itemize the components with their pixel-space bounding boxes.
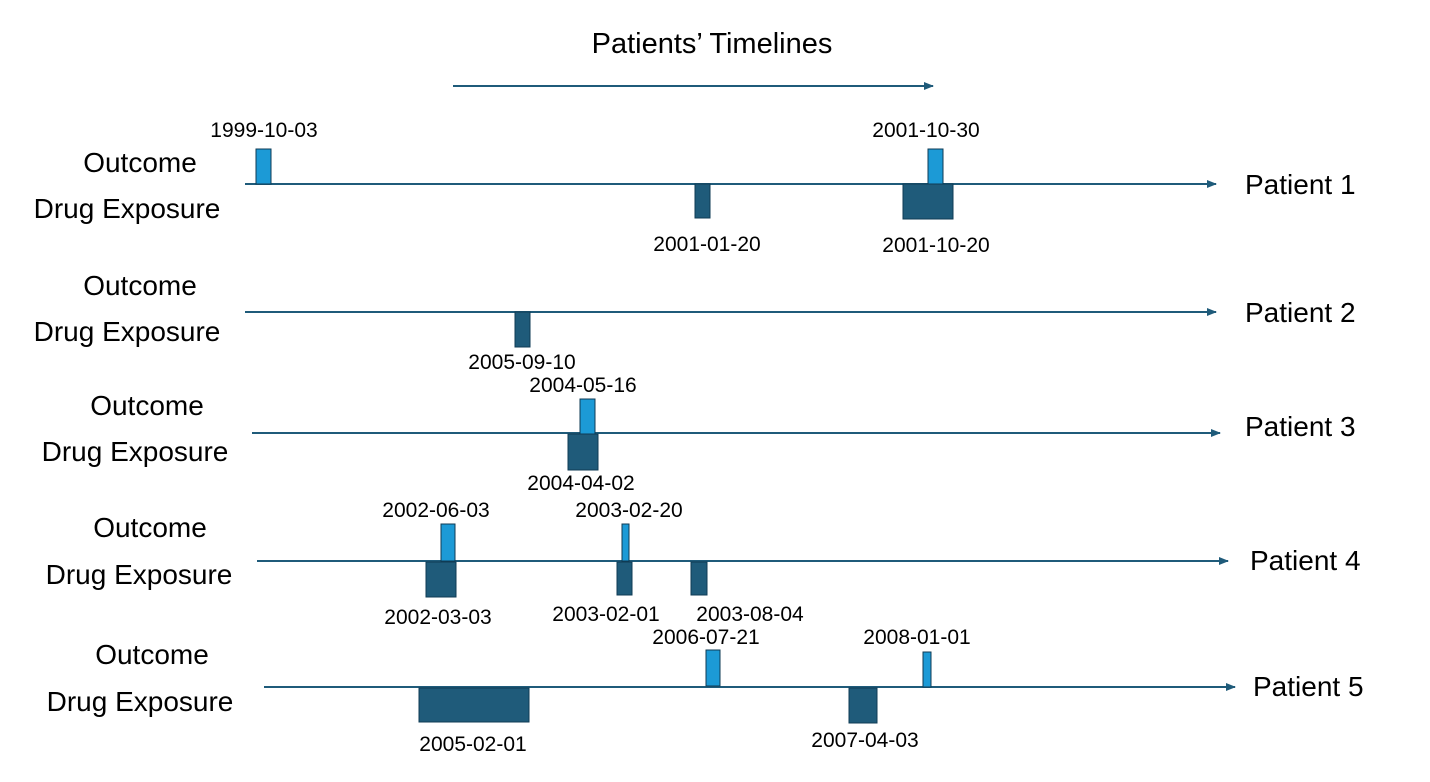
drug-date-label: 2003-08-04 [696,603,804,626]
outcome-event-marker [927,148,944,185]
drug-exposure-row-label: Drug Exposure [34,316,221,347]
patient-3-timeline: Outcome Drug Exposure Patient 3 2004-05-… [42,374,1356,495]
patient-label: Patient 2 [1245,297,1356,328]
drug-exposure-marker [425,561,457,598]
drug-exposure-marker [690,561,708,596]
outcome-row-label: Outcome [83,147,197,178]
patient-label: Patient 3 [1245,411,1356,442]
drug-date-label: 2005-02-01 [419,733,526,756]
outcome-event-marker [922,651,932,688]
outcome-date-label: 2001-10-30 [872,119,979,142]
outcome-event-marker [705,649,721,687]
drug-exposure-row-label: Drug Exposure [42,436,229,467]
outcome-row-label: Outcome [90,390,204,421]
drug-date-label: 2001-10-20 [882,234,989,257]
drug-exposure-marker [418,687,530,723]
drug-date-label: 2001-01-20 [653,233,760,256]
drug-exposure-marker [616,561,633,596]
drug-exposure-marker [514,311,531,348]
outcome-row-label: Outcome [93,512,207,543]
outcome-event-marker [440,523,456,562]
patient-1-timeline: Outcome Drug Exposure Patient 1 1999-10-… [34,119,1356,257]
diagram-title: Patients’ Timelines [592,28,833,60]
drug-exposure-marker [848,687,878,724]
patient-label: Patient 5 [1253,671,1364,702]
drug-exposure-marker [567,433,599,471]
patient-5-timeline: Outcome Drug Exposure Patient 5 2006-07-… [47,626,1364,756]
outcome-date-label: 2002-06-03 [382,499,489,522]
drug-date-label: 2007-04-03 [811,729,918,752]
outcome-row-label: Outcome [95,639,209,670]
outcome-row-label: Outcome [83,270,197,301]
drug-exposure-marker [902,183,954,220]
drug-date-label: 2002-03-03 [384,606,491,629]
outcome-date-label: 2006-07-21 [652,626,759,649]
outcome-date-label: 1999-10-03 [210,119,317,142]
drug-exposure-row-label: Drug Exposure [47,686,234,717]
outcome-date-label: 2008-01-01 [863,626,970,649]
outcome-event-marker [255,148,272,185]
patient-2-timeline: Outcome Drug Exposure Patient 2 2005-09-… [34,270,1356,374]
outcome-date-label: 2004-05-16 [529,374,636,397]
drug-date-label: 2003-02-01 [552,603,659,626]
drug-date-label: 2004-04-02 [527,472,634,495]
drug-exposure-row-label: Drug Exposure [46,559,233,590]
outcome-event-marker [579,398,596,435]
outcome-event-marker [621,523,630,562]
drug-exposure-marker [694,183,711,219]
patient-4-timeline: Outcome Drug Exposure Patient 4 2002-06-… [46,499,1361,629]
patient-label: Patient 4 [1250,545,1361,576]
drug-exposure-row-label: Drug Exposure [34,193,221,224]
patient-label: Patient 1 [1245,169,1356,200]
outcome-date-label: 2003-02-20 [575,499,682,522]
drug-date-label: 2005-09-10 [468,351,575,374]
